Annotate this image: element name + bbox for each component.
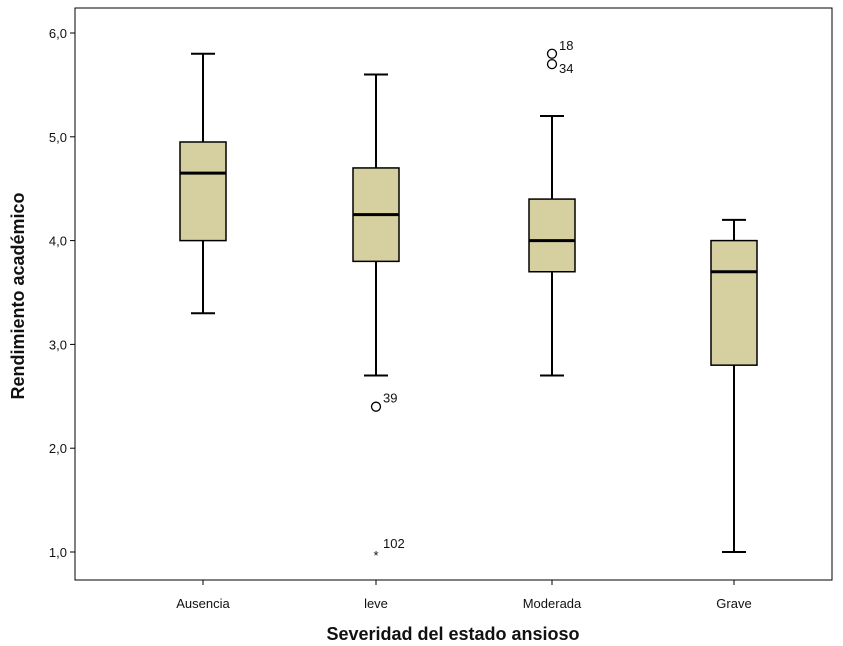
box-group-ausencia [179,52,227,315]
y-tick-label: 1,0 [49,545,67,560]
x-axis: Ausencia leve Moderada Grave [176,580,752,611]
outlier-marker [370,401,382,412]
y-tick-label: 6,0 [49,26,67,41]
y-axis-title: Rendimiento académico [8,192,28,399]
y-tick-label: 5,0 [49,130,67,145]
outlier-marker [546,48,558,59]
extreme-outlier-marker: * [373,548,378,563]
iqr-box [179,141,227,242]
y-tick-label: 2,0 [49,441,67,456]
y-axis: 1,0 2,0 3,0 4,0 5,0 6,0 [49,26,75,560]
outlier-marker [546,58,558,70]
x-tick-label: leve [364,596,388,611]
x-tick-label: Moderada [523,596,582,611]
outlier-label: 39 [383,391,397,406]
box-group-leve: 39 * 102 [352,73,405,563]
x-tick-label: Ausencia [176,596,230,611]
y-tick-label: 3,0 [49,337,67,352]
box-group-grave [710,218,758,553]
x-tick-label: Grave [716,596,751,611]
iqr-box [710,239,758,366]
outlier-label: 102 [383,536,405,551]
plot-area [74,7,833,581]
outlier-label: 34 [559,61,573,76]
outlier-label: 18 [559,38,573,53]
y-tick-label: 4,0 [49,234,67,249]
x-axis-title: Severidad del estado ansioso [326,624,579,644]
iqr-box [528,198,576,273]
